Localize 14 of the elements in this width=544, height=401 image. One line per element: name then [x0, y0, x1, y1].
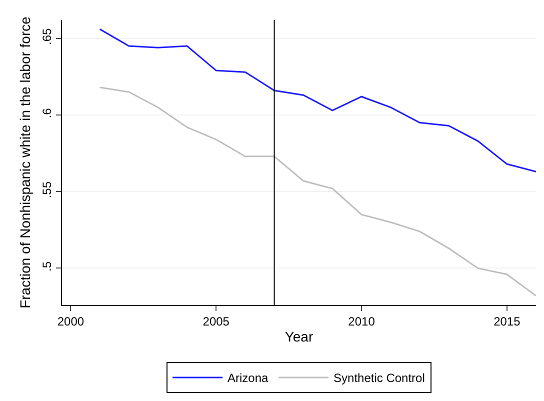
y-tick-label: .65: [40, 28, 54, 45]
y-axis-title: Fraction of Nonhispanic white in the labor force: [16, 16, 33, 308]
x-axis-title: Year: [284, 328, 314, 345]
x-tick-label: 2005: [202, 314, 230, 328]
legend-label: Synthetic Control: [334, 371, 425, 386]
legend-label: Arizona: [228, 371, 269, 386]
y-tick-label: .55: [40, 181, 54, 198]
y-tick-label: .5: [40, 261, 54, 272]
line-series: [99, 28, 536, 172]
line-series: [99, 86, 536, 297]
x-tick-label: 2010: [348, 314, 376, 328]
x-tick-label: 2015: [494, 314, 521, 328]
x-tick-label: 2000: [57, 314, 84, 328]
y-tick-label: .6: [40, 108, 54, 118]
